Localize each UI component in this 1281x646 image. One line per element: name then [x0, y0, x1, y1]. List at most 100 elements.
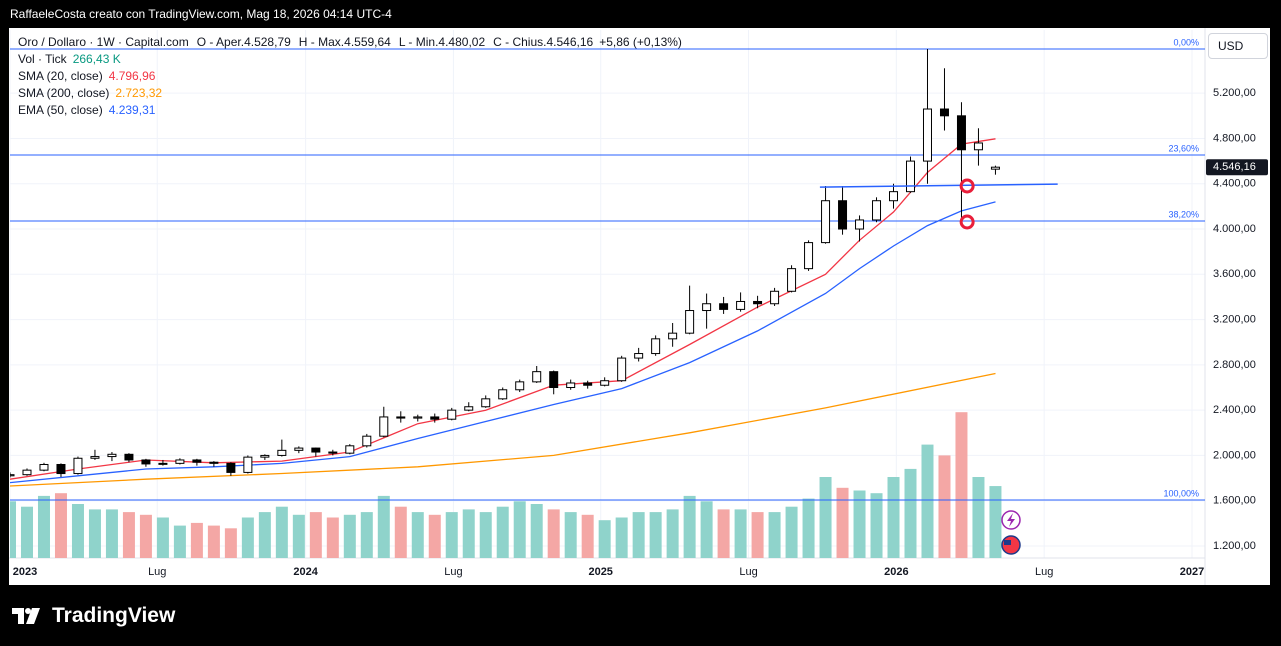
x-tick-label: Lug [739, 566, 757, 578]
legend-value: 4.239,31 [108, 103, 156, 117]
legend: Oro / Dollaro · 1W · Capital.com O - Aper… [18, 34, 682, 119]
candle-body [39, 463, 49, 471]
legend-row: SMA (200, close) 2.723,32 [18, 85, 682, 102]
y-tick-label: 4.000,00 [1213, 223, 1256, 235]
candle-body [175, 459, 185, 464]
candle-body [855, 219, 865, 230]
volume-bar [836, 487, 849, 558]
volume-bar [292, 514, 305, 558]
candle-body [583, 382, 593, 386]
candle-body [311, 447, 321, 453]
volume-bar [989, 486, 1002, 558]
candle-body [226, 462, 236, 473]
ohlc-value: 4.559,64 [344, 35, 391, 49]
volume-bar [190, 522, 203, 558]
candle-body [328, 451, 338, 454]
volume-bar [207, 525, 220, 558]
volume-bar [479, 512, 492, 558]
candle-body [736, 300, 746, 310]
volume-bar [887, 477, 900, 558]
candle-body [651, 338, 661, 355]
volume-bar [666, 509, 679, 558]
candle-body [753, 300, 763, 305]
volume-bar [88, 509, 101, 558]
x-tick-label: Lug [148, 566, 166, 578]
candle-body [141, 459, 151, 465]
volume-bar [241, 517, 254, 558]
volume-bar [870, 493, 883, 558]
candle-body [396, 416, 406, 419]
candle-body [90, 456, 100, 459]
legend-name: EMA (50, close) [18, 103, 103, 117]
candle-body [362, 435, 372, 447]
candle-body [243, 456, 253, 473]
candle-body [447, 409, 457, 420]
candle-body [685, 310, 695, 334]
volume-bar [428, 514, 441, 558]
y-tick-label: 5.200,00 [1213, 87, 1256, 99]
candle-body [515, 381, 525, 391]
candle-body [294, 447, 304, 451]
candle-body [192, 459, 202, 463]
fib-label: 23,60% [1168, 143, 1199, 153]
trendline [819, 183, 1058, 188]
legend-row: EMA (50, close) 4.239,31 [18, 102, 682, 119]
indicator-line [10, 372, 996, 487]
volume-bar [955, 412, 968, 558]
candle-body [158, 462, 168, 465]
candle-body [260, 454, 270, 458]
fib-label: 38,20% [1168, 209, 1199, 219]
candle-body [73, 457, 83, 475]
volume-bar [938, 455, 951, 558]
currency-button[interactable]: USD [1208, 33, 1268, 59]
volume-bar [462, 509, 475, 558]
volume-bar [904, 468, 917, 558]
fib-label: 0,00% [1173, 37, 1199, 47]
candle-body [56, 463, 66, 475]
candle-body [600, 380, 610, 386]
chart: 1.200,00 1.600,00 2.000,00 2.400,00 2.800,00… [9, 28, 1268, 585]
legend-name: SMA (20, close) [18, 69, 103, 83]
volume-bar [377, 495, 390, 558]
candle-body [668, 332, 678, 340]
volume-bar [700, 501, 713, 558]
legend-main: Oro / Dollaro · 1W · Capital.com O - Aper… [18, 34, 682, 51]
volume-bar [632, 512, 645, 558]
volume-bar [224, 528, 237, 558]
candle-body [464, 406, 474, 411]
price-tag [1206, 159, 1268, 176]
volume-bar [768, 512, 781, 558]
volume-bar [581, 514, 594, 558]
volume-bar [802, 498, 815, 558]
volume-bar [37, 495, 50, 558]
candle-body [905, 160, 915, 193]
logo-icon [12, 608, 40, 624]
x-tick-label: 2024 [293, 566, 318, 578]
y-tick-label: 3.200,00 [1213, 313, 1256, 325]
volume-bar [326, 517, 339, 558]
legend-value: 266,43 K [72, 52, 121, 66]
candle-body [10, 474, 15, 477]
y-tick-label: 1.600,00 [1213, 495, 1256, 507]
candle-body [22, 469, 32, 476]
candle-body [209, 461, 219, 464]
candle-body [532, 371, 542, 383]
x-tick-label: 2025 [588, 566, 612, 578]
indicator-line [10, 201, 996, 484]
volume-bar [853, 490, 866, 558]
footer-logo: TradingView [12, 604, 175, 628]
event-icon [1004, 540, 1011, 545]
candle-body [277, 449, 287, 456]
candle-body [821, 200, 831, 244]
legend-row: SMA (20, close) 4.796,96 [18, 68, 682, 85]
volume-bar [71, 504, 84, 558]
ohlc-label: O - Aper. [196, 35, 245, 49]
x-tick-label: Lug [1035, 566, 1053, 578]
candle-body [124, 453, 134, 461]
candle-body [702, 303, 712, 312]
candle-body [956, 115, 966, 151]
marker [959, 178, 975, 194]
volume-bar [649, 512, 662, 558]
volume-bar [394, 506, 407, 558]
ohlc-label: C - Chius. [493, 35, 547, 49]
